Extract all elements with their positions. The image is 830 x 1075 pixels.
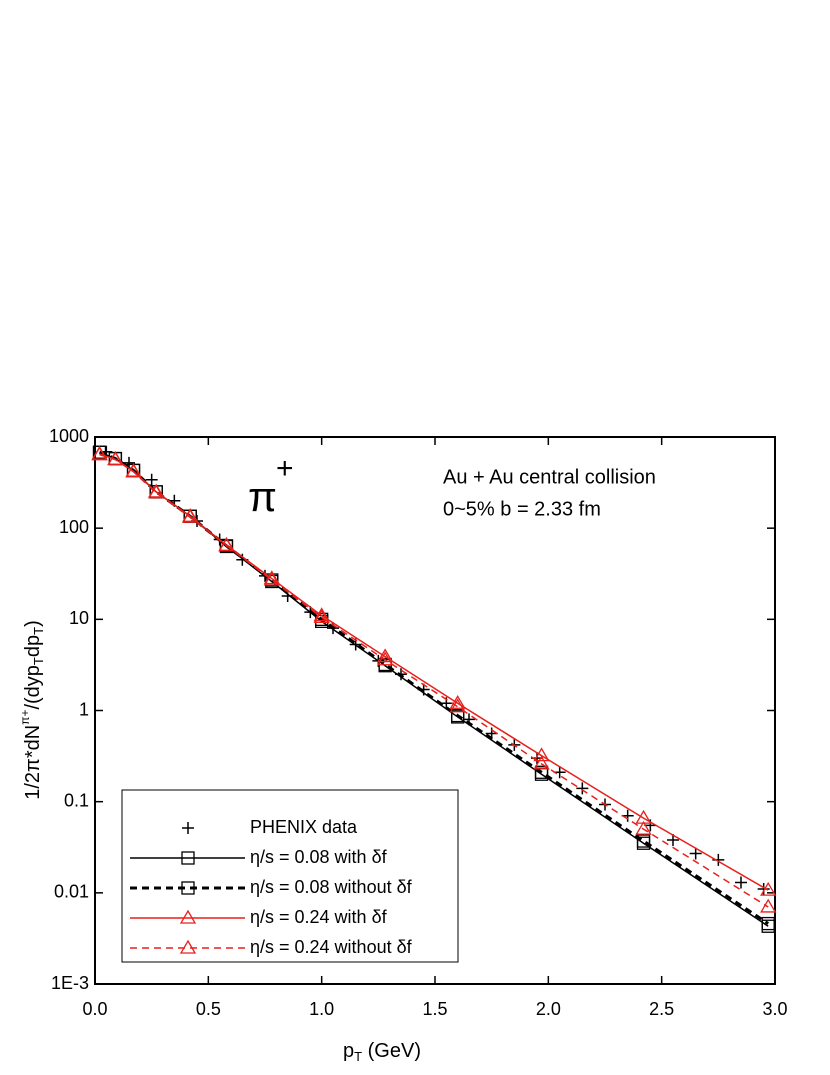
data-point: [148, 484, 165, 499]
data-point: [761, 916, 775, 931]
data-point: [449, 694, 466, 709]
data-point: [760, 881, 777, 896]
y-label-sup: π+: [18, 710, 32, 725]
data-point: [313, 609, 330, 624]
data-point: [263, 571, 280, 586]
legend-marker: [181, 851, 195, 865]
annotation: 0~5% b = 2.33 fm: [443, 498, 601, 520]
data-point: [735, 876, 747, 889]
particle-label: π: [248, 473, 277, 520]
y-tick-label: 10: [69, 608, 89, 628]
y-label-sub: T: [31, 657, 46, 665]
data-point: [182, 508, 199, 523]
data-point: [451, 708, 465, 723]
legend-label: η/s = 0.08 with δf: [250, 847, 388, 867]
data-point: [760, 898, 777, 913]
annotation: Au + Au central collision: [443, 466, 656, 488]
x-label-part: p: [343, 1040, 354, 1062]
data-point: [218, 537, 235, 552]
x-label-sub: T: [354, 1049, 362, 1064]
y-label-part: /(dyp: [22, 665, 44, 709]
x-label-part: (GeV): [362, 1040, 421, 1062]
x-tick-label: 0.5: [196, 999, 221, 1019]
legend-box: [121, 789, 459, 963]
data-point: [689, 847, 702, 860]
legend-label: η/s = 0.24 with δf: [250, 907, 388, 927]
data-point: [107, 451, 124, 466]
x-tick-label: 2.5: [649, 999, 674, 1019]
x-tick-label: 1.5: [422, 999, 447, 1019]
legend-label: η/s = 0.08 without δf: [250, 877, 413, 897]
y-tick-label: 1E-3: [51, 973, 89, 993]
y-tick-label: 1: [79, 699, 89, 719]
data-point: [635, 820, 652, 835]
x-tick-label: 2.0: [536, 999, 561, 1019]
x-tick-label: 0.0: [82, 999, 107, 1019]
y-label-part: 1/2π*dN: [22, 725, 44, 800]
particle-charge: +: [276, 452, 294, 485]
data-point: [377, 648, 394, 663]
x-axis-label: pT (GeV): [343, 1040, 421, 1064]
legend-marker: [181, 881, 195, 895]
legend-label: η/s = 0.24 without δf: [250, 937, 413, 957]
data-point: [313, 607, 330, 622]
y-tick-label: 1000: [49, 426, 89, 446]
y-axis-label: 1/2π*dNπ+/(dypTdpT): [18, 620, 46, 800]
y-label-part: ): [22, 620, 44, 627]
data-point: [576, 782, 589, 795]
data-point: [377, 651, 394, 666]
y-label-sub: T: [31, 627, 46, 635]
series-line: [98, 450, 770, 925]
data-point: [534, 765, 549, 779]
y-tick-label: 100: [59, 517, 89, 537]
y-tick-label: 0.1: [64, 790, 89, 810]
data-point: [91, 446, 108, 461]
legend-marker: [179, 939, 197, 954]
legend-marker: [182, 822, 194, 834]
data-point: [636, 834, 651, 848]
x-tick-label: 3.0: [762, 999, 787, 1019]
series-line: [99, 453, 769, 908]
y-tick-label: 0.01: [54, 882, 89, 902]
data-point: [125, 463, 142, 478]
y-label-part: dp: [22, 635, 44, 657]
legend-label: PHENIX data: [250, 817, 358, 837]
data-point: [533, 747, 550, 762]
data-point: [449, 698, 466, 713]
x-tick-label: 1.0: [309, 999, 334, 1019]
data-point: [145, 473, 158, 486]
data-point: [533, 755, 550, 770]
legend-marker: [179, 909, 197, 924]
